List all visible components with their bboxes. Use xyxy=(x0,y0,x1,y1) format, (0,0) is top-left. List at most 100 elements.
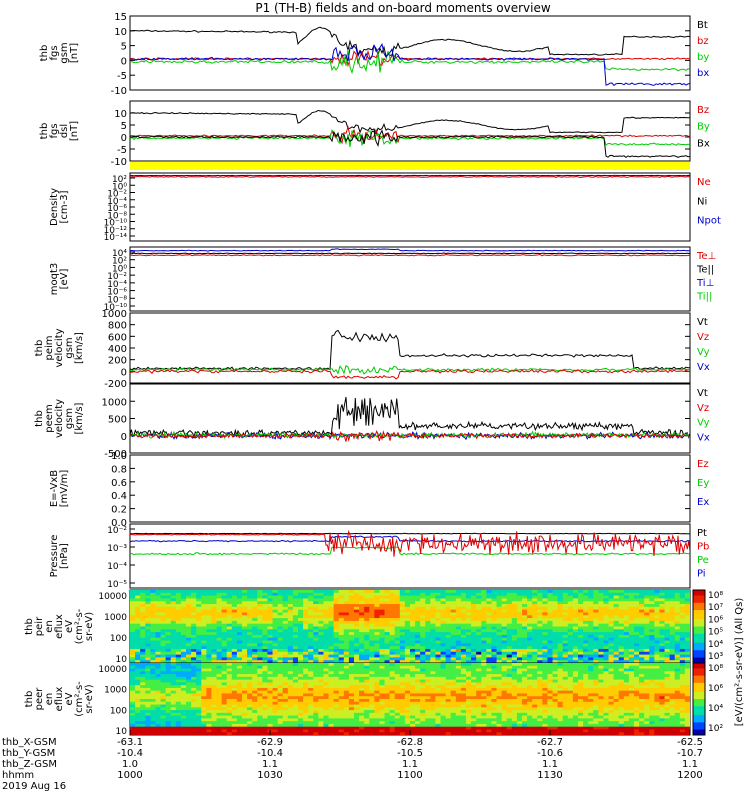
heatmap-cell xyxy=(364,615,370,619)
heatmap-cell xyxy=(359,601,365,605)
series-line xyxy=(130,43,690,87)
heatmap-cell xyxy=(496,632,503,636)
heatmap-cell xyxy=(226,721,233,725)
heatmap-cell xyxy=(374,592,380,597)
heatmap-cell xyxy=(282,671,289,675)
heatmap-cell xyxy=(527,626,533,630)
heatmap-cell xyxy=(170,707,177,711)
heatmap-cell xyxy=(634,634,640,639)
heatmap-cell xyxy=(496,606,503,611)
heatmap-cell xyxy=(415,601,421,605)
heatmap-cell xyxy=(298,693,304,697)
heatmap-cell xyxy=(557,606,564,611)
heatmap-cell xyxy=(165,679,172,683)
heatmap-cell xyxy=(404,671,411,675)
heatmap-cell xyxy=(684,612,690,616)
heatmap-cell xyxy=(588,623,594,627)
heatmap-cell xyxy=(420,606,426,611)
heatmap-cell xyxy=(298,723,304,728)
heatmap-cell xyxy=(425,707,431,711)
heatmap-cell xyxy=(354,663,360,667)
heatmap-cell xyxy=(323,715,329,719)
heatmap-cell xyxy=(644,634,650,639)
heatmap-cell xyxy=(460,676,467,681)
heatmap-cell xyxy=(155,726,161,730)
heatmap-cell xyxy=(435,612,441,616)
heatmap-cell xyxy=(440,637,447,641)
heatmap-cell xyxy=(323,643,329,647)
heatmap-cell xyxy=(547,640,553,644)
heatmap-cell xyxy=(634,654,640,658)
heatmap-cell xyxy=(455,668,462,672)
heatmap-cell xyxy=(634,643,640,647)
heatmap-cell xyxy=(379,668,385,672)
panel-frame xyxy=(129,15,691,91)
heatmap-cell xyxy=(415,654,421,658)
heatmap-cell xyxy=(257,676,263,681)
heatmap-cell xyxy=(267,632,273,636)
heatmap-cell xyxy=(343,687,350,692)
heatmap-cell xyxy=(384,718,391,722)
heatmap-cell xyxy=(389,615,396,619)
heatmap-cell xyxy=(160,615,167,619)
heatmap-cell xyxy=(649,612,655,616)
heatmap-cell xyxy=(247,682,253,686)
heatmap-cell xyxy=(562,634,569,639)
y-tick-label: -10 xyxy=(111,157,127,168)
heatmap-cell xyxy=(359,687,365,692)
heatmap-cell xyxy=(343,648,350,653)
heatmap-cell xyxy=(313,618,319,622)
heatmap-cell xyxy=(374,715,380,719)
heatmap-cell xyxy=(180,604,187,608)
heatmap-cell xyxy=(471,729,477,733)
heatmap-cell xyxy=(588,618,594,622)
heatmap-cell xyxy=(298,609,304,613)
heatmap-cell xyxy=(318,676,324,681)
heatmap-cell xyxy=(226,704,233,708)
heatmap-cell xyxy=(313,718,319,722)
heatmap-cell xyxy=(476,595,482,599)
heatmap-cell xyxy=(455,679,462,683)
heatmap-cell xyxy=(542,657,548,661)
heatmap-cell xyxy=(221,690,228,694)
heatmap-cell xyxy=(476,632,482,636)
heatmap-cell xyxy=(664,629,671,633)
heatmap-cell xyxy=(389,729,396,733)
heatmap-cell xyxy=(221,665,228,669)
heatmap-cell xyxy=(460,690,467,694)
heatmap-cell xyxy=(608,598,615,602)
heatmap-cell xyxy=(659,637,665,641)
panel-curves xyxy=(130,174,690,179)
colorbar-cell xyxy=(693,624,705,627)
heatmap-cell xyxy=(435,660,441,663)
heatmap-cell xyxy=(359,682,365,686)
heatmap-cell xyxy=(211,671,217,675)
heatmap-cell xyxy=(267,699,273,703)
heatmap-cell xyxy=(455,654,462,658)
heatmap-cell xyxy=(496,657,503,661)
heatmap-cell xyxy=(287,679,294,683)
heatmap-cell xyxy=(491,629,497,633)
heatmap-cell xyxy=(196,699,202,703)
heatmap-cell xyxy=(292,723,299,728)
heatmap-cell xyxy=(287,687,294,692)
heatmap-cell xyxy=(471,620,477,625)
heatmap-cell xyxy=(175,601,182,605)
heatmap-cell xyxy=(649,592,655,597)
heatmap-cell xyxy=(389,679,396,683)
heatmap-cell xyxy=(644,643,650,647)
heatmap-cell xyxy=(618,637,625,641)
heatmap-cell xyxy=(613,623,620,627)
heatmap-cell xyxy=(501,626,508,630)
heatmap-cell xyxy=(420,629,426,633)
heatmap-cell xyxy=(572,634,579,639)
heatmap-cell xyxy=(410,660,416,663)
heatmap-cell xyxy=(486,660,492,663)
heatmap-cell xyxy=(547,637,553,641)
heatmap-cell xyxy=(303,718,309,722)
heatmap-cell xyxy=(303,676,309,681)
heatmap-cell xyxy=(674,623,681,627)
heatmap-cell xyxy=(384,693,391,697)
heatmap-cell xyxy=(211,640,217,644)
heatmap-cell xyxy=(476,676,482,681)
